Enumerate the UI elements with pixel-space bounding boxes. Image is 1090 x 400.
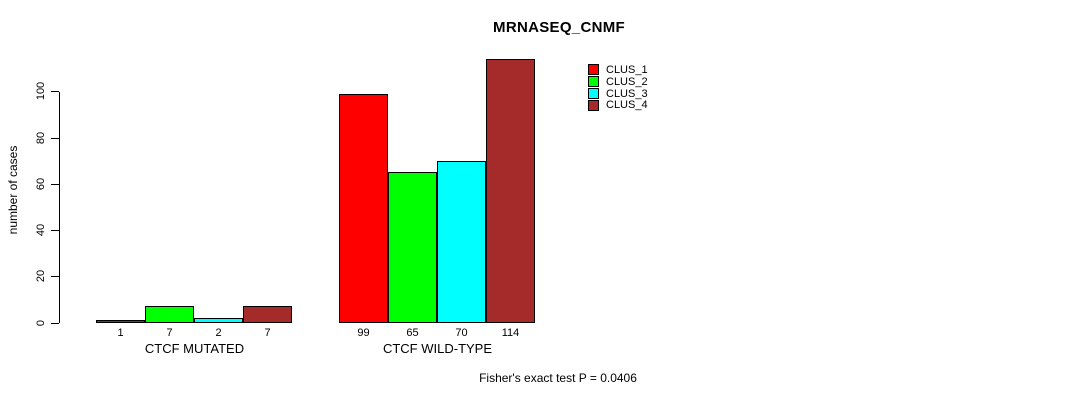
y-axis-tick-label: 80: [35, 131, 47, 144]
y-axis-line: [59, 92, 60, 323]
bar-clus_4-wild-type: [486, 58, 535, 323]
bar-value-label: 99: [357, 327, 370, 339]
legend-swatch-clus_1: [588, 64, 599, 76]
legend-label: CLUS_2: [606, 75, 648, 88]
group-label-ctcf-mutated: CTCF MUTATED: [144, 341, 245, 356]
chart-title: MRNASEQ_CNMF: [493, 19, 625, 36]
y-axis-tick: [51, 276, 59, 278]
bar-value-label: 7: [166, 327, 173, 339]
bar-value-label: 7: [264, 327, 271, 339]
y-axis-tick: [51, 91, 59, 93]
bar-clus_2-wild-type: [388, 172, 437, 323]
y-axis-tick-label: 20: [35, 270, 47, 283]
legend-swatch-clus_3: [588, 87, 599, 99]
fisher-test-caption: Fisher's exact test P = 0.0406: [479, 371, 637, 385]
bar-value-label: 65: [406, 327, 419, 339]
y-axis-tick-label: 40: [35, 223, 47, 237]
y-axis-tick-label: 0: [35, 319, 47, 326]
legend-label: CLUS_4: [606, 99, 648, 112]
legend-swatch-clus_4: [588, 99, 599, 111]
legend: CLUS_1 CLUS_2 CLUS_3 CLUS_4: [588, 64, 648, 111]
legend-row-clus_2: CLUS_2: [588, 76, 648, 88]
legend-row-clus_4: CLUS_4: [588, 99, 648, 111]
legend-label: CLUS_1: [606, 63, 648, 76]
y-axis-tick: [51, 137, 59, 139]
legend-swatch-clus_2: [588, 76, 599, 88]
bar-clus_3-mutated: [194, 317, 243, 323]
bar-clus_2-mutated: [145, 306, 194, 323]
bar-clus_3-wild-type: [437, 160, 486, 323]
bar-clus_1-wild-type: [339, 93, 388, 323]
bar-value-label: 114: [501, 327, 520, 339]
bar-value-label: 1: [117, 327, 124, 339]
legend-row-clus_1: CLUS_1: [588, 64, 648, 76]
bar-value-label: 2: [215, 327, 222, 339]
y-axis-tick-label: 60: [35, 177, 47, 190]
bar-clus_4-mutated: [243, 306, 292, 323]
y-axis-tick: [51, 230, 59, 231]
legend-row-clus_3: CLUS_3: [588, 88, 648, 100]
y-axis-tick: [51, 183, 59, 185]
legend-label: CLUS_3: [606, 87, 648, 100]
y-axis-tick-label: 100: [35, 82, 47, 101]
y-axis-label: number of cases: [6, 145, 20, 235]
group-label-ctcf-wild-type: CTCF WILD-TYPE: [382, 341, 493, 356]
y-axis-tick: [51, 322, 59, 324]
bar-clus_1-mutated: [96, 320, 145, 323]
bar-value-label: 70: [455, 327, 468, 339]
